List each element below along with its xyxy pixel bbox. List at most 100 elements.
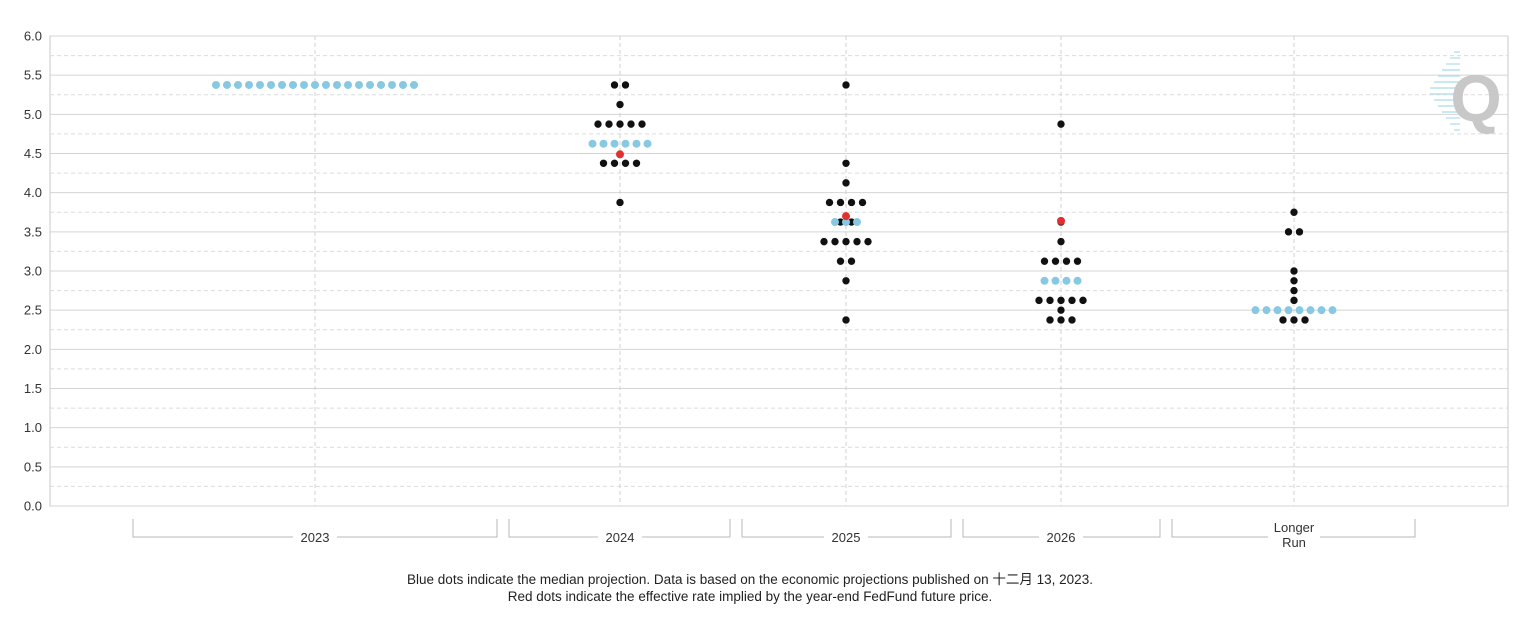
participant-dot <box>858 198 867 207</box>
y-tick-label: 3.5 <box>24 224 42 239</box>
dots <box>212 80 1337 325</box>
participant-dot <box>863 237 873 246</box>
median-dot <box>1073 276 1082 285</box>
median-dot <box>853 218 861 227</box>
participant-dot <box>1034 296 1044 305</box>
y-tick-label: 0.0 <box>24 499 42 514</box>
participant-dot <box>1067 315 1077 325</box>
q-logo-icon: Q <box>1430 51 1502 135</box>
median-dot <box>1262 306 1271 315</box>
participant-dot <box>599 158 608 168</box>
median-dot <box>289 80 297 89</box>
participant-dot <box>1278 315 1288 325</box>
participant-dot <box>632 158 641 168</box>
participant-dot <box>836 256 845 266</box>
implied-rate-dot <box>616 150 624 159</box>
median-dot <box>599 139 608 148</box>
median-dot <box>322 80 330 89</box>
median-dot <box>256 80 264 89</box>
participant-dot <box>1289 315 1299 325</box>
median-dot <box>1295 306 1304 315</box>
median-dot <box>223 80 231 89</box>
median-dot <box>311 80 319 89</box>
participant-dot <box>825 198 834 207</box>
median-dot <box>377 80 385 89</box>
participant-dot <box>1078 296 1088 305</box>
participant-dot <box>1300 315 1310 325</box>
participant-dot <box>836 198 845 207</box>
median-dot <box>399 80 407 89</box>
participant-dot <box>1289 266 1299 276</box>
median-dot <box>1040 276 1049 285</box>
participant-dot <box>621 80 630 90</box>
caption-implied-note: Red dots indicate the effective rate imp… <box>507 589 993 604</box>
y-tick-label: 1.5 <box>24 381 42 396</box>
participant-dot <box>1045 315 1055 325</box>
median-dot <box>1328 306 1337 315</box>
participant-dot <box>621 158 630 168</box>
participant-dot <box>841 315 851 325</box>
participant-dot <box>1289 296 1299 305</box>
participant-dot <box>615 198 625 207</box>
y-tick-label: 4.5 <box>24 146 42 161</box>
participant-dot <box>1056 119 1066 129</box>
median-dot <box>344 80 352 89</box>
participant-dot <box>610 158 619 168</box>
participant-dot <box>847 198 856 207</box>
y-tick-label: 0.5 <box>24 459 42 474</box>
median-dot <box>1273 306 1282 315</box>
participant-dot <box>604 119 614 129</box>
median-dot <box>621 139 630 148</box>
median-dot <box>831 218 839 227</box>
category-label-line: Longer <box>1274 520 1315 535</box>
median-dot <box>355 80 363 89</box>
median-dot <box>245 80 253 89</box>
participant-dot <box>1045 296 1055 305</box>
implied-rate-dot <box>1057 216 1065 225</box>
median-dot <box>842 218 850 227</box>
y-tick-label: 5.0 <box>24 107 42 122</box>
category-label-bg <box>824 529 868 545</box>
participant-dot <box>1056 237 1066 246</box>
median-dot <box>234 80 242 89</box>
category-label: 2025 <box>832 530 861 545</box>
category-label-bg <box>1039 529 1083 545</box>
participant-dot <box>637 119 647 129</box>
participant-dot <box>841 178 851 188</box>
median-dot <box>410 80 418 89</box>
participant-dot <box>847 256 856 266</box>
participant-dot <box>1073 256 1082 266</box>
median-dot <box>388 80 396 89</box>
participant-dot <box>1289 286 1299 295</box>
participant-dot <box>593 119 603 129</box>
y-tick-label: 5.5 <box>24 68 42 83</box>
median-dot <box>333 80 341 89</box>
median-dot <box>1251 306 1260 315</box>
participant-dot <box>819 237 829 246</box>
participant-dot <box>1295 227 1304 237</box>
category-label: 2023 <box>301 530 330 545</box>
median-dot <box>212 80 220 89</box>
y-tick-label: 4.0 <box>24 185 42 200</box>
y-tick-label: 2.5 <box>24 303 42 318</box>
median-dot <box>1306 306 1315 315</box>
category-label-bg <box>1268 529 1320 545</box>
participant-dot <box>1056 305 1066 315</box>
median-dot <box>1062 276 1071 285</box>
q-logo-letter: Q <box>1450 61 1501 135</box>
participant-dot <box>852 237 862 246</box>
median-dot <box>643 139 652 148</box>
median-dot <box>1284 306 1293 315</box>
participant-dot <box>1056 296 1066 305</box>
participant-dot <box>1051 256 1060 266</box>
y-tick-label: 2.0 <box>24 342 42 357</box>
category-label-line: Run <box>1282 535 1306 550</box>
participant-dot <box>626 119 636 129</box>
participant-dot <box>1040 256 1049 266</box>
participant-dot <box>1062 256 1071 266</box>
median-dot <box>610 139 619 148</box>
participant-dot <box>610 80 619 90</box>
implied-rate-dot <box>842 212 850 221</box>
median-dot <box>632 139 641 148</box>
